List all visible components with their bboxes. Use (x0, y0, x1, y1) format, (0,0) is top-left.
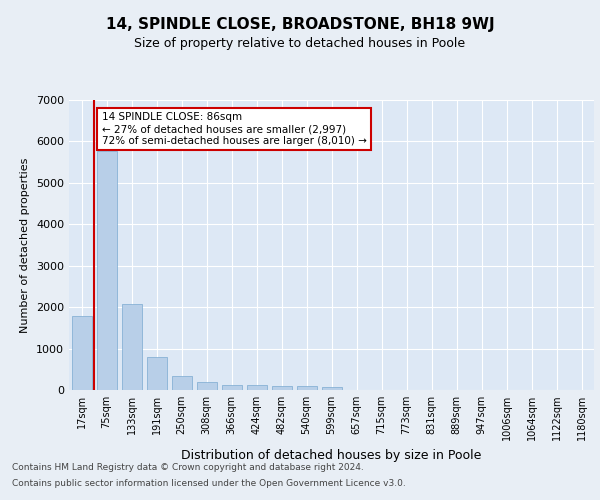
Bar (271, 386, 292, 390)
Bar (247, 385, 266, 390)
Bar (172, 376, 191, 390)
X-axis label: Distribution of detached houses by size in Poole: Distribution of detached houses by size … (181, 448, 482, 462)
Text: 14, SPINDLE CLOSE, BROADSTONE, BH18 9WJ: 14, SPINDLE CLOSE, BROADSTONE, BH18 9WJ (106, 18, 494, 32)
Bar (197, 382, 217, 390)
Y-axis label: Number of detached properties: Number of detached properties (20, 158, 31, 332)
Bar (296, 386, 317, 390)
Text: Size of property relative to detached houses in Poole: Size of property relative to detached ho… (134, 38, 466, 51)
Bar (71, 316, 91, 390)
Text: 14 SPINDLE CLOSE: 86sqm
← 27% of detached houses are smaller (2,997)
72% of semi: 14 SPINDLE CLOSE: 86sqm ← 27% of detache… (101, 112, 367, 146)
Text: Contains public sector information licensed under the Open Government Licence v3: Contains public sector information licen… (12, 479, 406, 488)
Bar (121, 304, 142, 390)
Bar (146, 357, 167, 390)
Bar (97, 150, 116, 390)
Bar (221, 384, 241, 390)
Text: Contains HM Land Registry data © Crown copyright and database right 2024.: Contains HM Land Registry data © Crown c… (12, 462, 364, 471)
Bar (322, 387, 341, 390)
